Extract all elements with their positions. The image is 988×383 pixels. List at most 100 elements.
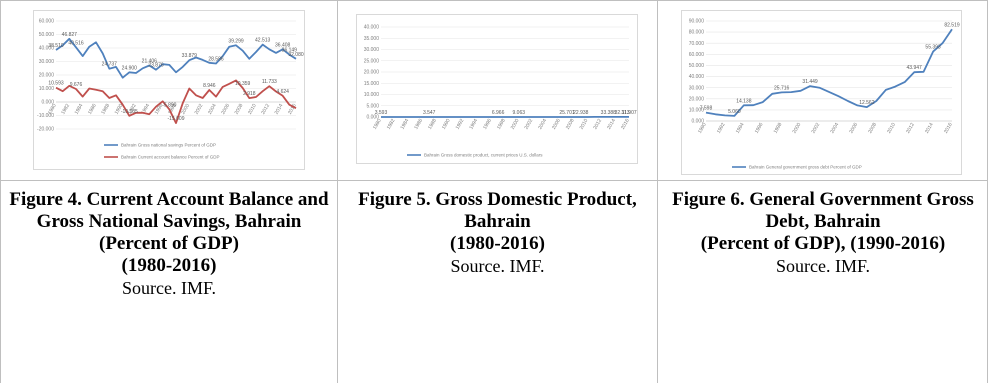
chart-panel-fig6: 90.000 80.000 70.000 60.000 50.000 40.000 30.0… [681, 10, 962, 175]
data-label: 28.586 [208, 57, 224, 63]
data-label: 33.879 [182, 53, 198, 59]
x-tick-label: 1990 [697, 122, 708, 135]
x-tick-label: 2016 [620, 118, 631, 131]
data-label: 23.876 [148, 63, 164, 69]
y-tick-label: 60.000 [689, 52, 705, 58]
x-tick-label: 1990 [114, 103, 125, 116]
data-label: -15.609 [168, 116, 185, 122]
x-tick-label: 1980 [47, 103, 58, 116]
x-tick-label: 2016 [287, 103, 298, 116]
data-label: 38.510 [48, 43, 64, 49]
x-tick-label: 1990 [441, 118, 452, 131]
y-tick-label: 90.000 [689, 19, 705, 25]
x-tick-label: 2002 [811, 122, 822, 135]
legend-label: Bahrain Gross national savings Percent o… [121, 143, 216, 148]
data-label: 3.547 [423, 110, 436, 116]
caption-title: Figure 6. General Government Gross Debt,… [672, 189, 974, 254]
x-tick-label: 1992 [455, 118, 466, 131]
data-label: 14.138 [736, 98, 752, 104]
data-label: 25.701 [559, 110, 575, 116]
data-label: 8.946 [203, 83, 216, 89]
y-tick-label: 80.000 [689, 30, 705, 36]
x-tick-label: 2016 [943, 122, 954, 135]
data-label: 9.676 [70, 82, 83, 88]
y-tick-label: 50.000 [39, 32, 55, 38]
x-tick-label: 1996 [154, 103, 165, 116]
table-row-divider [0, 180, 988, 181]
x-tick-label: 1986 [413, 118, 424, 131]
y-tick-label: 40.000 [689, 74, 705, 80]
data-label: 24.900 [122, 65, 138, 71]
legend-label: Bahrain Gross domestic product, current … [424, 153, 543, 158]
y-tick-label: 40.000 [39, 46, 55, 52]
y-tick-label: 50.000 [689, 63, 705, 69]
y-tick-label: 15.000 [364, 81, 380, 87]
y-tick-label: 30.000 [689, 85, 705, 91]
data-label: -5.890 [162, 102, 176, 108]
x-tick-label: 2002 [524, 118, 535, 131]
data-label: 39.299 [228, 38, 244, 44]
chart-current-account-savings: 60.000 50.000 40.000 30.000 20.000 10.000 0.00… [37, 19, 304, 160]
x-tick-label: 2012 [905, 122, 916, 135]
table-border-left [0, 0, 1, 383]
data-label: 9.063 [513, 110, 526, 116]
y-tick-label: -10.000 [37, 113, 54, 119]
x-tick-label: 2008 [867, 122, 878, 135]
x-tick-label: 2014 [274, 103, 285, 116]
x-tick-label: 1994 [468, 118, 479, 131]
data-label: 31.449 [802, 79, 818, 85]
x-tick-label: 2008 [565, 118, 576, 131]
y-tick-label: 60.000 [39, 19, 55, 25]
series-line-1 [705, 28, 953, 117]
y-tick-label: -20.000 [37, 127, 54, 133]
chart-government-debt: 90.000 80.000 70.000 60.000 50.000 40.000 30.0… [689, 19, 960, 170]
y-tick-label: 0.000 [366, 115, 379, 121]
x-tick-label: 1996 [754, 122, 765, 135]
data-label: 40.516 [68, 40, 84, 46]
caption-title: Figure 5. Gross Domestic Product, Bahrai… [358, 189, 637, 254]
data-label: 21.406 [142, 59, 158, 65]
data-label: -10.185 [121, 109, 138, 115]
chart-panel-fig5: 40.000 35.000 30.000 25.000 20.000 15.000 10.0… [356, 14, 638, 164]
y-tick-label: 0.000 [41, 100, 54, 106]
data-label: 82.519 [944, 22, 960, 28]
x-tick-label: 2010 [886, 122, 897, 135]
data-label: 11.733 [262, 79, 277, 85]
x-tick-label: 2004 [829, 122, 840, 135]
data-label: 2.918 [243, 91, 256, 97]
caption-fig5: Figure 5. Gross Domestic Product, Bahrai… [340, 189, 655, 277]
x-tick-label: 1992 [127, 103, 138, 116]
table-divider-1 [337, 0, 338, 383]
data-label: 31.907 [621, 110, 637, 116]
data-label: 24.737 [102, 62, 118, 68]
y-tick-label: 0.000 [691, 119, 704, 125]
x-tick-label: 2008 [234, 103, 245, 116]
y-tick-label: 35.000 [364, 36, 380, 42]
data-label: 36.408 [275, 42, 291, 48]
data-label: 25.716 [774, 85, 790, 91]
data-label: 42.513 [255, 38, 271, 44]
caption-source: Source. IMF. [775, 256, 871, 276]
y-tick-label: 20.000 [364, 70, 380, 76]
data-label: 33.388 [601, 110, 617, 116]
x-tick-label: 1982 [386, 118, 397, 131]
y-tick-label: 20.000 [39, 73, 55, 79]
data-label: 32.113 [615, 110, 630, 116]
y-tick-label: 30.000 [39, 59, 55, 65]
x-tick-label: 1998 [167, 103, 178, 116]
y-tick-label: 5.000 [366, 103, 379, 109]
chart-gdp: 40.000 35.000 30.000 25.000 20.000 15.000 10.0… [364, 25, 637, 158]
data-label: 10.593 [48, 81, 64, 87]
x-tick-label: 2012 [592, 118, 603, 131]
x-tick-label: 1998 [773, 122, 784, 135]
x-tick-label: 1984 [400, 118, 411, 131]
data-label: 12.562 [859, 100, 875, 106]
data-label: 5.060 [728, 109, 741, 115]
data-label: 3.593 [375, 110, 388, 116]
x-tick-label: 1988 [100, 103, 111, 116]
chart-panel-fig4: 60.000 50.000 40.000 30.000 20.000 10.000 0.00… [33, 10, 305, 170]
x-tick-label: 1994 [140, 103, 151, 116]
x-tick-label: 2006 [220, 103, 231, 116]
y-tick-label: 20.000 [689, 96, 705, 102]
